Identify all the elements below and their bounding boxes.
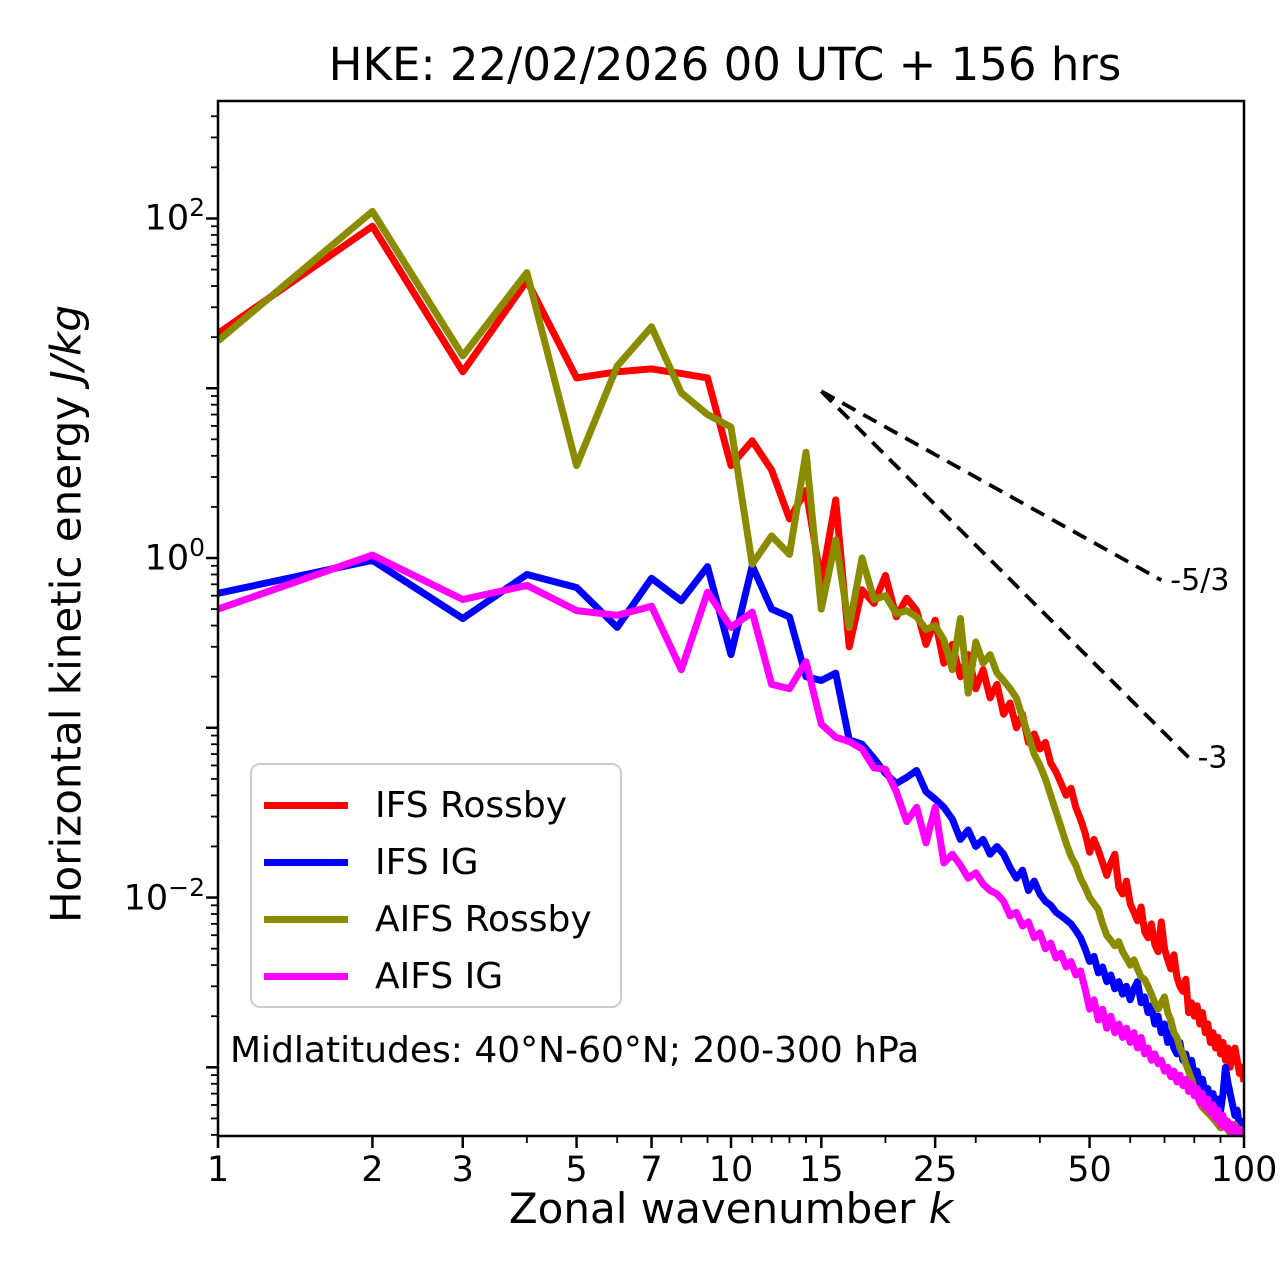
x-tick-label-100: 100 bbox=[1210, 1150, 1278, 1190]
legend-label-ifs-ig: IFS IG bbox=[375, 841, 479, 883]
slope-label--3: -3 bbox=[1198, 740, 1228, 775]
legend-swatch-aifs-rossby bbox=[264, 916, 348, 923]
y-axis-label: Horizontal kinetic energy J/kg bbox=[42, 305, 91, 923]
x-axis-label-text: Zonal wavenumber bbox=[508, 1184, 929, 1233]
x-tick-label-25: 25 bbox=[912, 1150, 958, 1190]
slope-label--5-3: -5/3 bbox=[1170, 563, 1229, 598]
reference-line--5-3 bbox=[820, 389, 1163, 582]
y-axis-label-math: J/kg bbox=[41, 304, 91, 383]
x-axis-label-math: k bbox=[928, 1184, 954, 1233]
x-tick-label-5: 5 bbox=[565, 1150, 588, 1190]
x-tick-label-50: 50 bbox=[1067, 1150, 1112, 1190]
legend-swatch-aifs-ig bbox=[264, 973, 348, 980]
legend-item-ifs-rossby: IFS Rossby bbox=[264, 777, 620, 834]
x-axis-label: Zonal wavenumber k bbox=[509, 1184, 953, 1233]
y-tick-label-10e2: 102 bbox=[144, 193, 205, 240]
x-tick-label-15: 15 bbox=[799, 1150, 844, 1190]
legend: IFS Rossby IFS IG AIFS Rossby AIFS IG bbox=[250, 763, 622, 1008]
x-tick-label-3: 3 bbox=[451, 1150, 474, 1190]
x-tick-label-2: 2 bbox=[361, 1150, 384, 1190]
y-tick-label-10e−2: 10−2 bbox=[123, 872, 205, 919]
reference-line--3 bbox=[819, 389, 1190, 759]
legend-label-aifs-ig: AIFS IG bbox=[375, 955, 504, 997]
plot-frame bbox=[216, 99, 1246, 1138]
legend-label-ifs-rossby: IFS Rossby bbox=[375, 784, 568, 826]
legend-item-aifs-rossby: AIFS Rossby bbox=[264, 891, 620, 948]
legend-item-aifs-ig: AIFS IG bbox=[264, 948, 620, 1005]
x-tick-label-7: 7 bbox=[640, 1150, 663, 1190]
series-line-aifs-ig bbox=[218, 551, 1244, 1136]
x-tick-label-1: 1 bbox=[206, 1150, 230, 1190]
legend-label-aifs-rossby: AIFS Rossby bbox=[375, 898, 592, 940]
chart-title: HKE: 22/02/2026 00 UTC + 156 hrs bbox=[328, 38, 1122, 91]
x-tick-label-10: 10 bbox=[708, 1150, 754, 1190]
y-tick-label-10e0: 100 bbox=[144, 532, 205, 579]
y-axis-label-text: Horizontal kinetic energy bbox=[41, 382, 91, 924]
annotation-midlatitudes: Midlatitudes: 40°N-60°N; 200-300 hPa bbox=[230, 1030, 920, 1071]
legend-item-ifs-ig: IFS IG bbox=[264, 834, 620, 891]
legend-swatch-ifs-ig bbox=[264, 859, 348, 866]
series-line-ifs-rossby bbox=[218, 222, 1244, 1083]
legend-swatch-ifs-rossby bbox=[264, 802, 348, 809]
